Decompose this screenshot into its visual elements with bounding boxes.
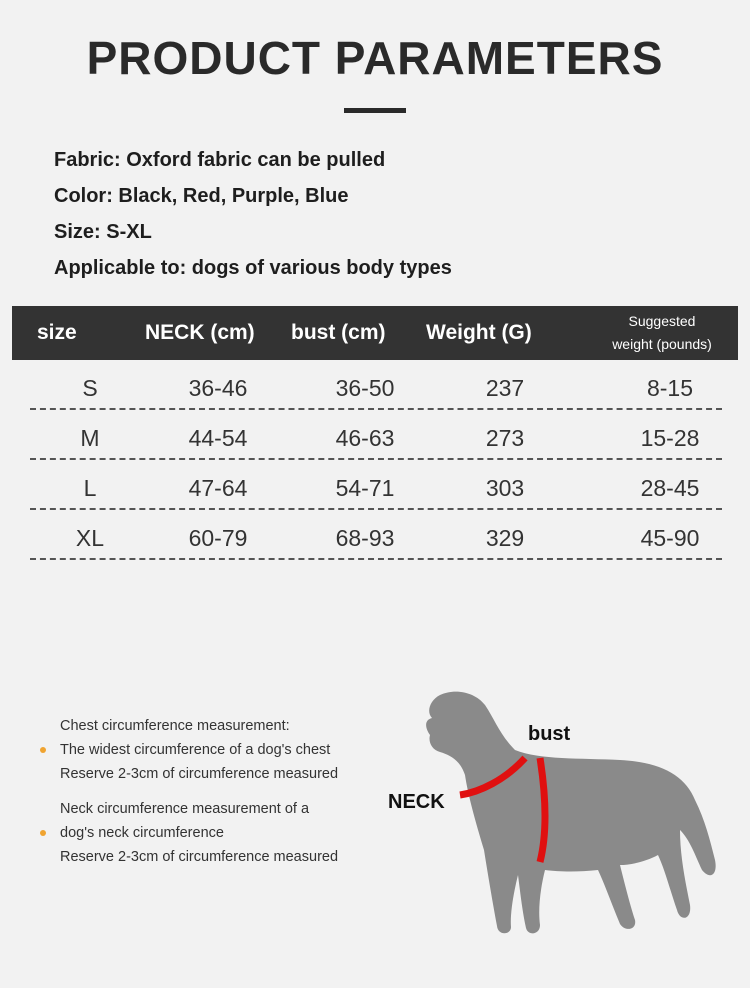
- table-cell: 237: [485, 375, 525, 401]
- dog-diagram: [426, 691, 716, 934]
- note-line: Neck circumference measurement of a: [60, 801, 310, 817]
- spec-fabric: Fabric: Oxford fabric can be pulled: [54, 149, 386, 171]
- header-suggested-line1: Suggested: [628, 313, 696, 329]
- table-cell: 60-79: [188, 525, 248, 551]
- table-body: S 36-46 36-50 237 8-15 M 44-54 46-63 273 15-28 L 47…: [30, 360, 722, 560]
- table-row: S 36-46 36-50 237 8-15: [30, 360, 722, 410]
- note-line: Chest circumference measurement:: [60, 718, 290, 734]
- table-cell: 303: [485, 475, 525, 501]
- neck-strap: [459, 755, 528, 799]
- note-neck: Neck circumference measurement of a dog'…: [40, 797, 339, 869]
- table-row: M 44-54 46-63 273 15-28: [30, 410, 722, 460]
- table-cell: L: [83, 475, 97, 501]
- table-cell: 28-45: [640, 475, 700, 501]
- table-row: L 47-64 54-71 303 28-45: [30, 460, 722, 510]
- note-line: dog's neck circumference: [60, 825, 224, 841]
- neck-label: NECK: [388, 791, 445, 813]
- note-chest: Chest circumference measurement: The wid…: [40, 714, 339, 786]
- title-underline: [344, 108, 406, 113]
- bust-strap: [536, 757, 549, 863]
- table-cell: XL: [75, 525, 105, 551]
- page-title: PRODUCT PARAMETERS: [86, 32, 664, 84]
- table-cell: S: [82, 375, 98, 401]
- table-cell: 45-90: [640, 525, 700, 551]
- table-cell: 36-46: [188, 375, 248, 401]
- table-cell: 54-71: [335, 475, 395, 501]
- spec-list: Fabric: Oxford fabric can be pulled Colo…: [54, 142, 452, 286]
- table-cell: 329: [485, 525, 525, 551]
- note-line: Reserve 2-3cm of circumference measured: [60, 766, 339, 782]
- bust-label: bust: [528, 723, 571, 745]
- size-table: size NECK (cm) bust (cm) Weight (G) Sugg…: [12, 306, 738, 560]
- bullet-icon: [40, 830, 46, 836]
- spec-size: Size: S-XL: [54, 221, 152, 243]
- table-cell: 68-93: [335, 525, 395, 551]
- table-cell: 36-50: [335, 375, 395, 401]
- table-cell: 46-63: [335, 425, 395, 451]
- header-suggested-weight: Suggested weight (pounds): [592, 310, 732, 356]
- header-suggested-line2: weight (pounds): [612, 336, 712, 352]
- bullet-icon: [40, 747, 46, 753]
- table-cell: 8-15: [646, 375, 694, 401]
- dog-silhouette: [426, 691, 716, 934]
- measurement-notes: Chest circumference measurement: The wid…: [40, 714, 339, 880]
- table-header: size NECK (cm) bust (cm) Weight (G) Sugg…: [12, 306, 738, 360]
- header-size: size: [37, 321, 77, 344]
- spec-applicable: Applicable to: dogs of various body type…: [54, 257, 452, 279]
- header-bust: bust (cm): [291, 321, 386, 344]
- table-cell: 15-28: [640, 425, 700, 451]
- note-line: The widest circumference of a dog's ches…: [60, 742, 331, 758]
- header-neck: NECK (cm): [145, 321, 255, 344]
- table-cell: 273: [485, 425, 525, 451]
- note-line: Reserve 2-3cm of circumference measured: [60, 849, 339, 865]
- table-cell: M: [80, 425, 100, 451]
- header-weight: Weight (G): [426, 321, 532, 344]
- table-cell: 44-54: [188, 425, 248, 451]
- table-cell: 47-64: [188, 475, 248, 501]
- spec-color: Color: Black, Red, Purple, Blue: [54, 185, 349, 207]
- table-row: XL 60-79 68-93 329 45-90: [30, 510, 722, 560]
